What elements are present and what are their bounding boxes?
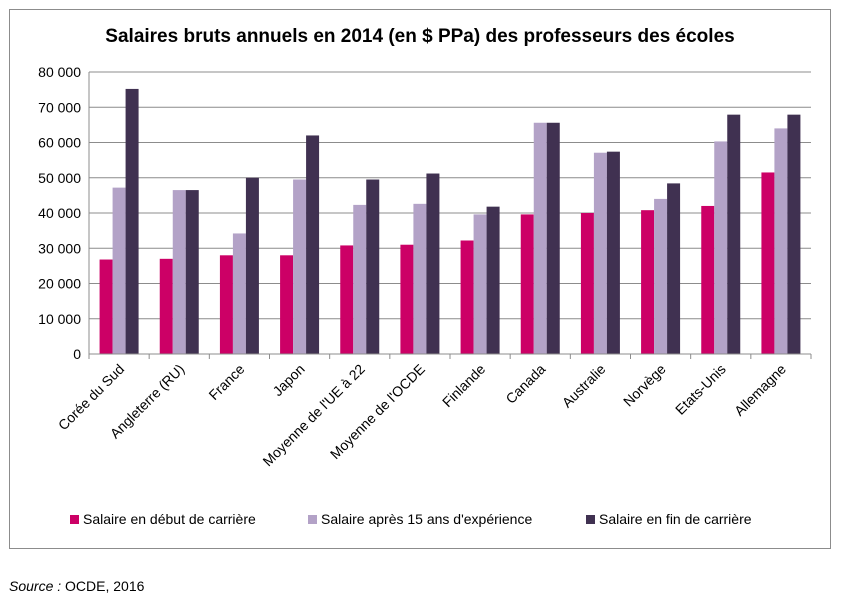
legend-swatch <box>308 515 317 524</box>
legend: Salaire en début de carrière Salaire aprè… <box>70 511 752 527</box>
x-tick-label: Allemagne <box>731 361 789 419</box>
bar <box>400 244 414 354</box>
y-tick-label: 20 000 <box>38 276 81 292</box>
y-tick-label: 10 000 <box>38 311 81 327</box>
bar <box>546 122 560 354</box>
x-tick-label: Moyenne de l'UE à 22 <box>259 361 368 470</box>
grid-lines <box>89 71 811 320</box>
bar <box>293 179 307 354</box>
bar <box>172 190 186 354</box>
legend-swatch <box>70 515 79 524</box>
bar <box>460 240 474 354</box>
bar <box>112 187 126 354</box>
y-tick-label: 50 000 <box>38 170 81 186</box>
bar <box>473 214 487 354</box>
bar <box>667 183 681 354</box>
y-tick-label: 80 000 <box>38 64 81 80</box>
x-tick-label: France <box>205 361 247 403</box>
bar <box>641 210 655 354</box>
bar <box>533 122 547 354</box>
source-note: Source : OCDE, 2016 <box>9 578 144 594</box>
bar <box>306 135 320 354</box>
chart-frame: Salaires bruts annuels en 2014 (en $ PPa… <box>9 9 831 549</box>
y-tick-label: 30 000 <box>38 240 81 256</box>
bar <box>159 258 173 354</box>
bar <box>701 205 715 354</box>
bars <box>99 88 801 355</box>
bar <box>654 198 668 354</box>
bar <box>593 152 607 354</box>
bar <box>580 213 594 354</box>
bar <box>606 151 620 354</box>
x-tick-label: Etats-Unis <box>672 361 729 418</box>
source-label: Source : <box>9 578 62 594</box>
bar <box>787 114 801 354</box>
bar <box>185 190 199 354</box>
x-tick-label: Canada <box>502 361 548 407</box>
y-tick-label: 0 <box>73 346 81 362</box>
bar <box>99 259 113 354</box>
x-tick-label: Finlande <box>439 361 488 410</box>
bar <box>520 214 534 354</box>
bar <box>280 255 294 354</box>
bar <box>426 173 440 354</box>
y-tick-label: 70 000 <box>38 99 81 115</box>
bar <box>774 128 788 354</box>
axes <box>88 72 812 359</box>
bar <box>353 204 367 354</box>
x-tick-label: Norvège <box>620 361 669 410</box>
source-text: OCDE, 2016 <box>61 578 145 594</box>
chart-svg: Salaires bruts annuels en 2014 (en $ PPa… <box>38 26 812 527</box>
bar <box>486 206 500 354</box>
x-tick-label: Australie <box>559 361 609 411</box>
bar <box>714 141 728 354</box>
bar <box>761 172 775 354</box>
bar <box>366 179 380 354</box>
x-tick-label: Japon <box>269 361 307 399</box>
legend-label: Salaire en fin de carrière <box>599 511 752 527</box>
bar <box>340 245 354 354</box>
bar <box>413 203 427 354</box>
legend-label: Salaire après 15 ans d'expérience <box>321 511 532 527</box>
y-tick-label: 60 000 <box>38 135 81 151</box>
legend-swatch <box>586 515 595 524</box>
bar <box>727 114 741 354</box>
y-axis-ticks: 0 10 000 20 000 30 000 40 000 50 000 60 000 70 … <box>38 64 81 362</box>
chart-title: Salaires bruts annuels en 2014 (en $ PPa… <box>105 26 734 47</box>
bar <box>232 233 246 354</box>
legend-label: Salaire en début de carrière <box>83 511 256 527</box>
bar <box>125 88 139 355</box>
bar <box>219 255 233 354</box>
bar <box>245 177 259 354</box>
y-tick-label: 40 000 <box>38 205 81 221</box>
